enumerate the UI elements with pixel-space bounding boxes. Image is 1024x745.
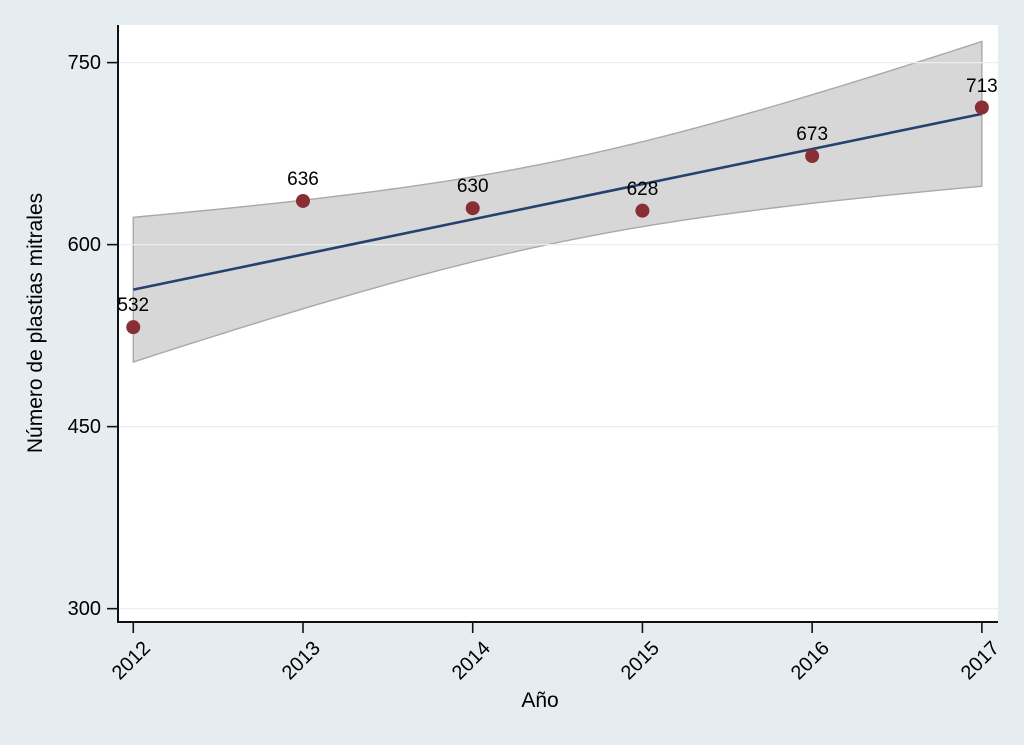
data-point-label: 532 (117, 295, 150, 317)
fit-line (133, 112, 983, 291)
y-tick-label: 750 (67, 51, 101, 74)
data-point-marker (126, 320, 141, 335)
data-point-marker (805, 149, 820, 164)
data-point-label: 713 (966, 75, 998, 97)
y-tick-label: 600 (67, 233, 101, 256)
data-point-label: 673 (796, 124, 829, 146)
data-point-marker (465, 201, 480, 216)
y-axis-title: Número de plastias mitrales (24, 192, 47, 454)
data-point-marker (635, 203, 650, 218)
y-tick-label: 300 (67, 597, 101, 620)
data-point-marker (974, 100, 989, 115)
data-point-marker (295, 193, 310, 208)
y-tick-label: 450 (67, 415, 101, 438)
x-axis-title: Año (521, 689, 559, 712)
data-point-label: 628 (626, 178, 659, 200)
data-point-label: 630 (456, 176, 489, 198)
data-point-label: 636 (287, 168, 319, 190)
